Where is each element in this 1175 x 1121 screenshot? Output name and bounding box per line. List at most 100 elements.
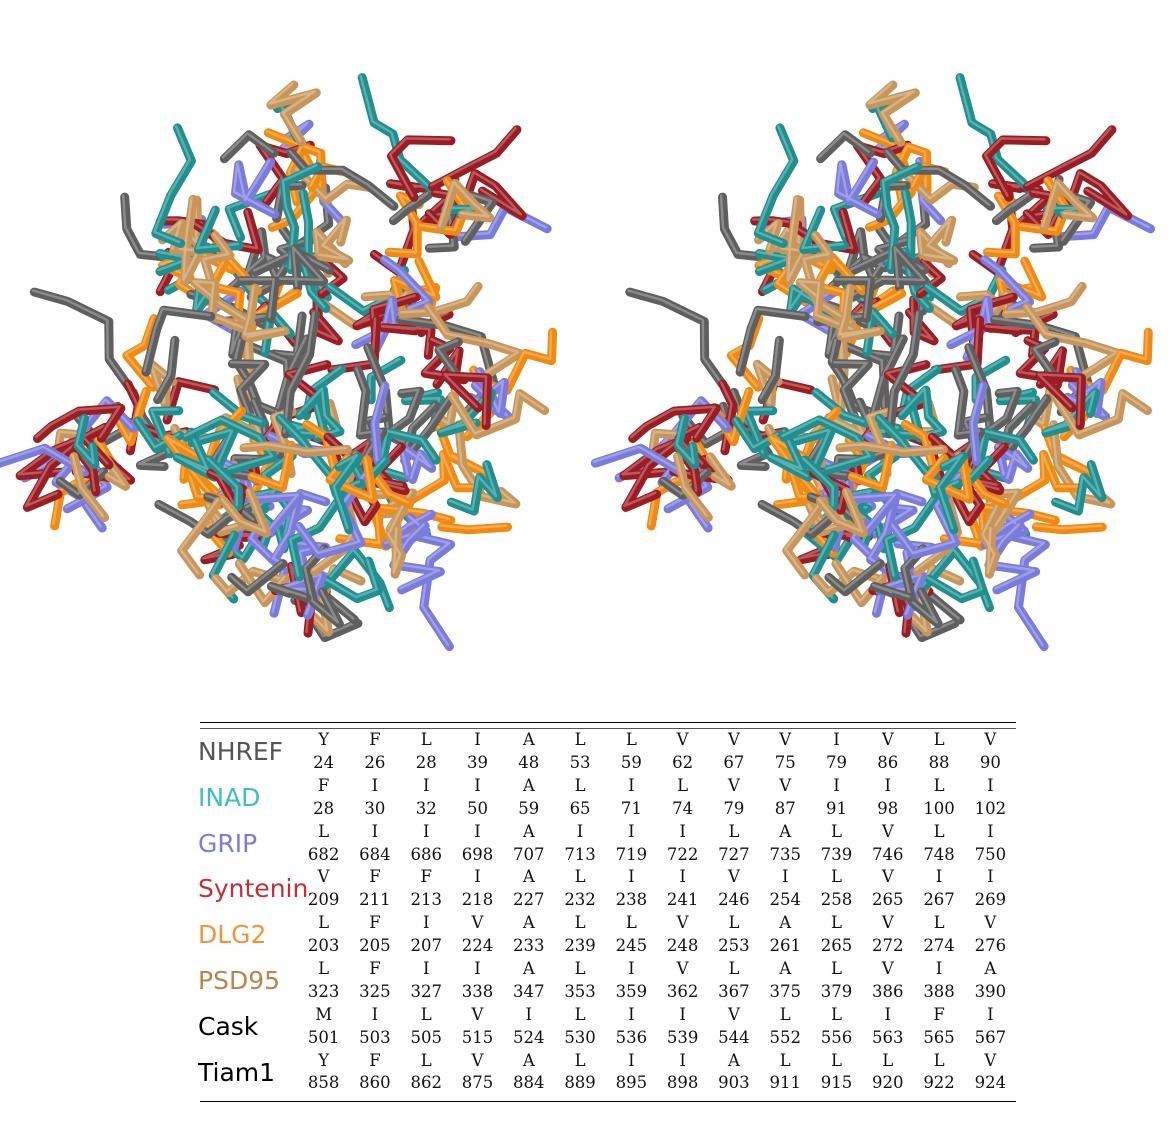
residue-number: 359 — [615, 981, 648, 1001]
residue-stick — [673, 413, 700, 469]
residue-cell: I 338 — [452, 958, 503, 1004]
residue-cell: A 227 — [503, 866, 554, 912]
residue-stick — [266, 80, 321, 147]
protein-row: PSD95 L 323 F 325 I 327 I 338 A 347 L 353 I 359 V 362 L 36… — [198, 958, 1016, 1004]
residue-number: 248 — [666, 936, 699, 956]
residue-stick — [15, 433, 88, 481]
residue-stick-highlight — [707, 454, 732, 487]
residue-stick — [831, 359, 873, 432]
residue-cell: I 539 — [657, 1004, 708, 1050]
residue-letter: L — [933, 775, 945, 795]
protein-row: NHREF Y 24 F 26 L 28 I 39 A 48 L 53 L 59 V 62 V 67 V 75 I 79 V 8… — [198, 729, 1016, 775]
residue-stick — [935, 452, 968, 535]
residue-number: 50 — [466, 798, 488, 818]
residue-cell: I 536 — [606, 1004, 657, 1050]
residue-stick-highlight — [71, 453, 105, 518]
residue-stick — [435, 423, 491, 478]
residue-stick-highlight — [923, 217, 954, 261]
residue-stick — [454, 420, 521, 509]
residue-letter: I — [422, 913, 430, 933]
residue-number: 556 — [820, 1027, 853, 1047]
residue-letter: I — [987, 775, 994, 795]
residue-stick-highlight — [781, 417, 871, 470]
residue-letter: V — [317, 867, 330, 887]
residue-letter: F — [420, 867, 432, 887]
residue-stick-highlight — [381, 257, 430, 310]
residue-cell: F 860 — [349, 1050, 400, 1096]
residue-number: 536 — [615, 1027, 648, 1047]
residue-stick — [839, 340, 890, 413]
residue-stick-highlight — [149, 407, 179, 454]
residue-number: 503 — [359, 1027, 391, 1047]
stereo-structure-figure — [0, 73, 1155, 652]
residue-letter: I — [884, 1004, 892, 1024]
residue-letter: L — [831, 867, 842, 887]
residue-stick-highlight — [592, 445, 681, 472]
residue-stick — [836, 283, 885, 343]
residue-cell: L 88 — [913, 729, 964, 775]
residue-stick — [397, 281, 483, 319]
residue-cell: I 327 — [401, 958, 452, 1004]
residue-stick-highlight — [332, 453, 359, 530]
residue-cell: A 390 — [965, 958, 1016, 1004]
residue-stick — [320, 556, 383, 604]
residue-stick — [778, 194, 810, 286]
residue-cell: I 898 — [657, 1050, 708, 1096]
residue-number: 227 — [513, 890, 545, 910]
residue-stick — [971, 355, 1011, 405]
residue-stick-highlight — [826, 560, 880, 592]
residue-cell: V 209 — [298, 866, 349, 912]
residue-stick-highlight — [870, 336, 904, 415]
residue-stick — [366, 355, 406, 405]
residue-letter: I — [628, 775, 635, 795]
residue-number: 241 — [666, 890, 699, 910]
residue-number: 750 — [974, 844, 1007, 864]
residue-cell: I 91 — [811, 775, 862, 821]
residue-stick-highlight — [157, 250, 193, 272]
residue-letter: V — [984, 1050, 997, 1070]
residue-number: 362 — [666, 981, 699, 1001]
residue-stick — [979, 500, 1004, 579]
alignment-table: NHREF Y 24 F 26 L 28 I 39 A 48 L 53 L 59 V 62 V 67 V 75 I 79 V 8… — [198, 722, 1016, 1103]
residue-letter: L — [625, 913, 637, 933]
residue-number: 205 — [359, 936, 391, 956]
residue-cell: V 87 — [760, 775, 811, 821]
residue-letter: Y — [318, 1050, 330, 1070]
residue-stick-highlight — [981, 502, 1000, 574]
residue-number: 30 — [364, 798, 386, 818]
residue-stick — [389, 190, 434, 226]
residue-stick-highlight — [448, 461, 498, 511]
residue-stick-highlight — [154, 337, 175, 400]
residue-letter: L — [318, 913, 330, 933]
residue-stick — [815, 487, 868, 538]
residue-number: 501 — [307, 1027, 340, 1047]
residue-number: 71 — [620, 798, 642, 818]
residue-stick-highlight — [984, 193, 1017, 254]
residue-letter: A — [779, 913, 792, 933]
residue-stick-highlight — [886, 311, 919, 434]
residue-stick — [237, 276, 280, 323]
residue-number: 261 — [769, 936, 801, 956]
residue-cell: F 211 — [349, 866, 400, 912]
table-bottom-rule — [200, 1101, 1016, 1103]
residue-stick — [286, 148, 399, 211]
residue-letter: Y — [318, 730, 330, 749]
residue-cells: M 501 I 503 L 505 V 515 I 524 L 530 I 536 I 539 V 544 L 552… — [298, 1004, 1016, 1050]
residue-number: 24 — [313, 752, 335, 772]
residue-number: 28 — [415, 752, 437, 772]
residue-number: 915 — [820, 1073, 853, 1093]
residue-stick-highlight — [268, 583, 307, 598]
residue-stick — [122, 314, 159, 392]
residue-stick-highlight — [797, 279, 854, 331]
residue-letter: L — [318, 958, 330, 978]
residue-letter: I — [628, 821, 635, 841]
residue-stick-highlight — [1041, 180, 1093, 228]
residue-number: 735 — [769, 844, 801, 864]
residue-cell: F 565 — [913, 1004, 964, 1050]
residue-cell: L 922 — [913, 1050, 964, 1096]
residue-stick-highlight — [849, 442, 892, 488]
residue-stick — [924, 556, 988, 604]
residue-letter: L — [728, 913, 740, 933]
residue-stick-highlight — [627, 289, 726, 389]
residue-stick-highlight — [1033, 524, 1102, 530]
